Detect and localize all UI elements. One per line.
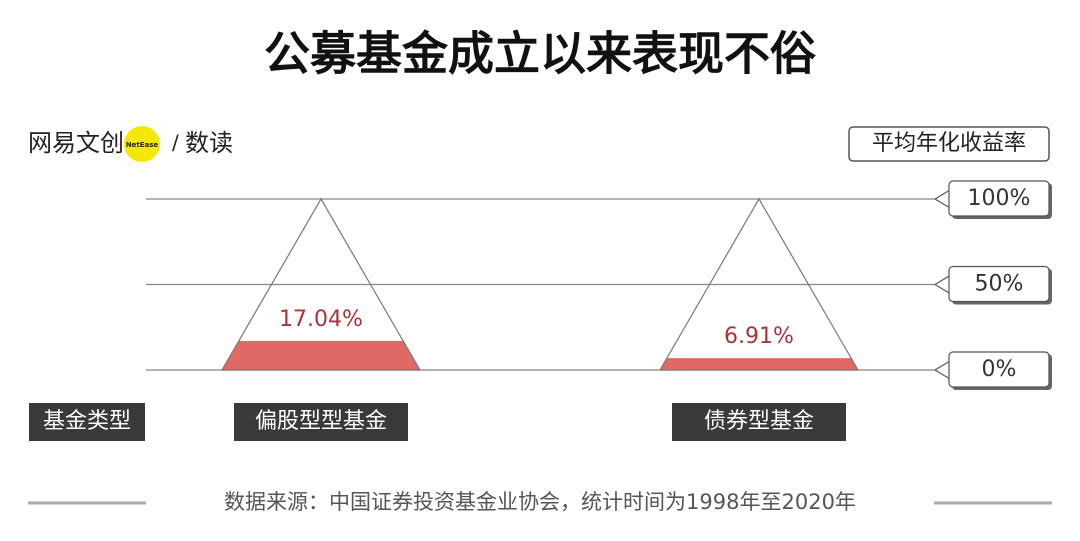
- triangle-fill: [660, 358, 858, 370]
- y-tick-label: 50%: [975, 272, 1024, 297]
- logo-brand: 网易文创: [28, 129, 124, 157]
- x-label-box: [29, 403, 145, 441]
- value-label: 17.04%: [279, 307, 363, 332]
- tick-box: [948, 180, 1050, 217]
- triangle-outline: [658, 197, 860, 371]
- category-box: [234, 403, 408, 441]
- y-tick-label: 0%: [982, 357, 1017, 382]
- tick-pointer: [934, 189, 951, 200]
- y-label-box: [848, 126, 1050, 162]
- category-box: [672, 403, 846, 441]
- logo-badge: NetEase: [126, 141, 159, 149]
- tick-pointer: [934, 274, 951, 286]
- logo-slash: /: [172, 131, 179, 155]
- triangle-outline: [220, 197, 422, 371]
- tick-pointer: [934, 198, 951, 209]
- tick-pointer: [934, 283, 951, 295]
- tick-pointer: [934, 369, 951, 380]
- y-axis-label: 平均年化收益率: [872, 131, 1026, 156]
- logo-badge-circle: [124, 126, 160, 162]
- tick-box: [948, 351, 1050, 388]
- value-label: 6.91%: [724, 324, 794, 349]
- source: 数据来源：中国证券投资基金业协会，统计时间为1998年至2020年: [224, 490, 856, 514]
- triangle-fill: [222, 340, 420, 370]
- tick-pointer: [934, 360, 951, 371]
- logo-column: 数读: [185, 129, 233, 157]
- y-tick-label: 100%: [968, 186, 1031, 211]
- tick-box: [948, 265, 1050, 303]
- x-axis-label: 基金类型: [43, 409, 131, 434]
- x-tick-label: 偏股型型基金: [255, 409, 387, 434]
- chart-title: 公募基金成立以来表现不俗: [264, 27, 817, 81]
- x-tick-label: 债券型基金: [704, 409, 814, 434]
